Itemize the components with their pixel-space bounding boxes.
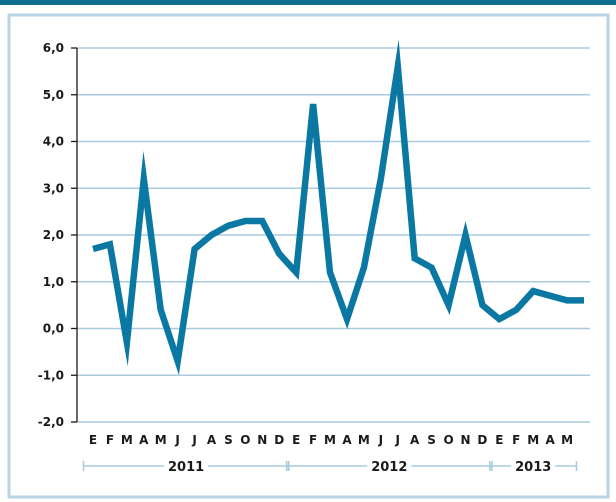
x-tick-label: F	[512, 433, 520, 447]
chart-frame-border	[7, 13, 610, 499]
x-tick-label: M	[358, 433, 370, 447]
x-tick-label: A	[342, 433, 352, 447]
x-tick-label: M	[121, 433, 133, 447]
y-tick-label: 0,0	[43, 322, 64, 336]
x-tick-label: J	[395, 433, 400, 447]
x-tick-label: M	[527, 433, 539, 447]
x-tick-label: A	[410, 433, 420, 447]
series-line	[92, 39, 584, 376]
x-tick-label: M	[155, 433, 167, 447]
y-tick-label: -1,0	[38, 368, 64, 382]
series	[92, 39, 584, 376]
x-tick-label: S	[427, 433, 436, 447]
axes	[71, 47, 78, 423]
y-tick-label: 4,0	[43, 135, 64, 149]
y-tick-label: 3,0	[43, 181, 64, 195]
x-tick-label: F	[106, 433, 114, 447]
year-label: 2012	[371, 460, 407, 475]
year-label: 2011	[168, 460, 204, 475]
x-tick-label: N	[257, 433, 267, 447]
x-tick-label: F	[309, 433, 317, 447]
x-tick-label: D	[477, 433, 487, 447]
x-tick-label: S	[224, 433, 233, 447]
y-tick-labels: 6,0 5,0 4,0 3,0 2,0 1,0 0,0 -1,0 -2,0	[38, 41, 64, 429]
x-tick-label: O	[240, 433, 250, 447]
top-bar	[0, 0, 616, 5]
x-tick-label: E	[495, 433, 503, 447]
x-tick-label: D	[274, 433, 284, 447]
x-tick-label: J	[174, 433, 179, 447]
x-tick-label: M	[324, 433, 336, 447]
year-groups: 2011 2012 2013	[82, 460, 578, 475]
y-tick-label: 5,0	[43, 88, 64, 102]
x-tick-label: J	[191, 433, 196, 447]
x-tick-label: N	[460, 433, 470, 447]
y-tick-label: 6,0	[43, 41, 64, 55]
x-tick-label: M	[561, 433, 573, 447]
x-tick-label: A	[139, 433, 149, 447]
x-tick-label: A	[207, 433, 217, 447]
y-tick-label: 2,0	[43, 228, 64, 242]
x-tick-label: E	[292, 433, 300, 447]
x-tick-label: E	[89, 433, 97, 447]
y-tick-label: -2,0	[38, 415, 64, 429]
year-label: 2013	[515, 460, 551, 475]
x-tick-label: J	[378, 433, 383, 447]
x-tick-label: A	[545, 433, 555, 447]
x-tick-label: O	[443, 433, 453, 447]
y-tick-label: 1,0	[43, 275, 64, 289]
